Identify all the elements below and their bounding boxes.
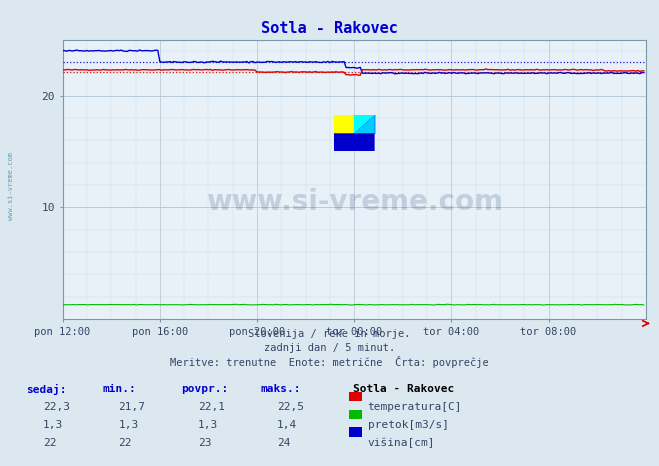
- Text: Sotla - Rakovec: Sotla - Rakovec: [261, 21, 398, 36]
- Text: 22: 22: [119, 438, 132, 447]
- Text: 21,7: 21,7: [119, 402, 146, 412]
- Text: Meritve: trenutne  Enote: metrične  Črta: povprečje: Meritve: trenutne Enote: metrične Črta: …: [170, 356, 489, 369]
- Text: 1,3: 1,3: [119, 420, 139, 430]
- Text: 24: 24: [277, 438, 290, 447]
- Text: povpr.:: povpr.:: [181, 384, 229, 394]
- Text: višina[cm]: višina[cm]: [368, 438, 435, 448]
- Text: 22: 22: [43, 438, 56, 447]
- Polygon shape: [355, 115, 374, 133]
- Text: Sotla - Rakovec: Sotla - Rakovec: [353, 384, 454, 394]
- Text: temperatura[C]: temperatura[C]: [368, 402, 462, 412]
- Text: pretok[m3/s]: pretok[m3/s]: [368, 420, 449, 430]
- Text: min.:: min.:: [102, 384, 136, 394]
- Text: 22,5: 22,5: [277, 402, 304, 412]
- Polygon shape: [334, 115, 374, 151]
- Text: 22,3: 22,3: [43, 402, 70, 412]
- Text: 1,3: 1,3: [43, 420, 63, 430]
- Text: www.si-vreme.com: www.si-vreme.com: [206, 188, 503, 216]
- Text: 22,1: 22,1: [198, 402, 225, 412]
- Text: zadnji dan / 5 minut.: zadnji dan / 5 minut.: [264, 343, 395, 352]
- Text: 1,3: 1,3: [198, 420, 218, 430]
- Text: maks.:: maks.:: [260, 384, 301, 394]
- Text: sedaj:: sedaj:: [26, 384, 67, 396]
- Text: 1,4: 1,4: [277, 420, 297, 430]
- Text: Slovenija / reke in morje.: Slovenija / reke in morje.: [248, 329, 411, 338]
- Text: 23: 23: [198, 438, 211, 447]
- Text: www.si-vreme.com: www.si-vreme.com: [8, 152, 14, 220]
